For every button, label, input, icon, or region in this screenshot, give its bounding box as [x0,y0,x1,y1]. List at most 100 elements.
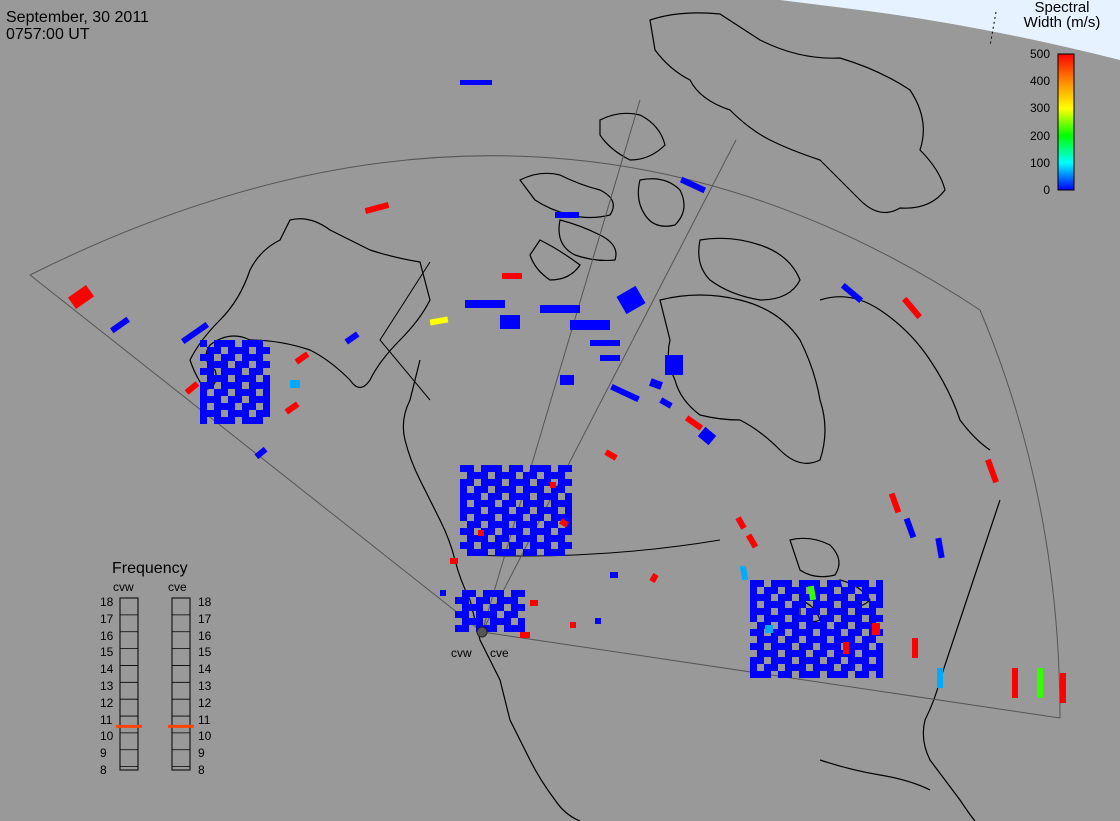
echo-cell [799,615,806,622]
echo-cell [530,521,537,528]
echo-cell [467,465,474,472]
echo-cell [806,629,813,636]
echo-cell [869,608,876,615]
echo-cell [256,396,263,403]
echo-cell [785,650,792,657]
echo-cell [785,587,792,594]
echo-cell [771,636,778,643]
radar-echoes [67,80,1066,703]
echo-cell [364,201,390,215]
echo-cell [757,580,764,587]
frequency-level-label: 8 [100,763,107,777]
echo-cell [616,285,646,315]
echo-cell [565,521,572,528]
echo-cell [792,636,799,643]
echo-cell [551,514,558,521]
echo-cell [862,594,869,601]
echo-cell [228,382,235,389]
colorbar-tick-label: 500 [1029,47,1050,61]
echo-cell [565,542,572,549]
echo-cell [862,650,869,657]
echo-cell [242,389,249,396]
echo-cell [785,664,792,671]
echo-cell [214,347,221,354]
echo-cell [544,549,551,556]
echo-cell [263,403,270,410]
echo-cell [806,580,813,587]
echo-cell [764,594,771,601]
echo-cell [841,587,848,594]
echo-cell [827,615,834,622]
echo-cell [516,521,523,528]
echo-cell [207,396,214,403]
echo-cell [855,615,862,622]
echo-cell [771,601,778,608]
echo-cell [820,664,827,671]
echo-cell [467,549,474,556]
echo-cell [648,378,664,390]
echo-cell [771,615,778,622]
echo-cell [511,597,518,604]
echo-cell [544,507,551,514]
echo-cell [502,486,509,493]
echo-cell [228,347,235,354]
echo-cell [785,643,792,650]
echo-cell [523,521,530,528]
echo-cell [771,587,778,594]
echo-cell [228,410,235,417]
echo-cell [483,625,490,632]
echo-cell [834,643,841,650]
echo-cell [778,643,785,650]
echo-cell [509,500,516,507]
echo-cell [841,636,848,643]
echo-cell [778,601,785,608]
echo-cell [544,472,551,479]
echo-cell [843,642,849,654]
echo-cell [474,493,481,500]
echo-cell [778,671,785,678]
echo-cell [455,611,462,618]
echo-cell [530,465,537,472]
echo-cell [848,657,855,664]
echo-cell [792,601,799,608]
echo-cell [495,493,502,500]
echo-cell [537,479,544,486]
echo-cell [263,389,270,396]
echo-cell [200,340,207,347]
echo-cell [600,355,620,361]
frequency-level-label: 10 [198,729,212,744]
echo-cell [806,643,813,650]
echo-cell [502,273,522,279]
echo-cell [214,389,221,396]
echo-cell [834,622,841,629]
echo-cell [530,535,537,542]
echo-cell [750,643,757,650]
echo-cell [848,601,855,608]
echo-cell [540,305,580,313]
echo-cell [544,479,551,486]
echo-cell [544,493,551,500]
echo-cell [537,542,544,549]
echo-cell [504,597,511,604]
echo-cell [558,500,565,507]
echo-cell [214,410,221,417]
echo-cell [764,608,771,615]
echo-cell [876,601,883,608]
echo-cell [467,479,474,486]
echo-cell [474,549,481,556]
echo-cell [474,486,481,493]
echo-cell [869,636,876,643]
echo-cell [813,650,820,657]
echo-cell [509,549,516,556]
echo-cell [256,354,263,361]
echo-cell [511,590,518,597]
echo-cell [827,671,834,678]
echo-cell [242,347,249,354]
echo-cell [180,321,210,345]
frequency-level-label: 14 [100,662,114,677]
echo-cell [509,528,516,535]
echo-cell [467,535,474,542]
echo-cell [497,618,504,625]
echo-cell [551,500,558,507]
